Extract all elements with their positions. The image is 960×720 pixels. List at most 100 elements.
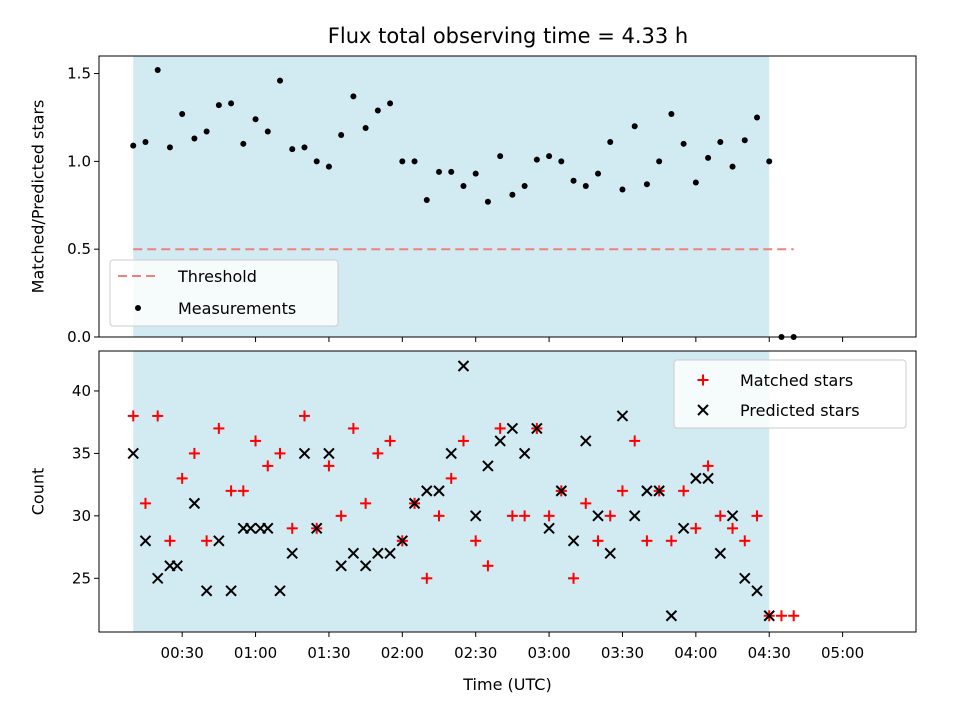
measurement-point [423,197,430,204]
measurement-point [264,128,271,135]
predicted-star-point [171,560,183,572]
matched-star-point [372,447,384,459]
measurement-point [705,154,712,161]
matched-star-point [592,535,604,547]
measurement-point [313,158,320,165]
matched-star-point [702,460,714,472]
chart-title: Flux total observing time = 4.33 h [328,24,688,48]
measurement-point [643,181,650,188]
predicted-star-point [531,422,543,435]
count-legend-box [673,359,907,429]
matched-star-point [201,535,213,547]
ratio-axes-frame [98,55,917,338]
predicted-star-point [445,447,457,460]
y-tick-label: 40 [72,382,91,400]
measurement-point [142,139,149,146]
measurement-point [154,67,161,74]
y-tick-label: 1.0 [67,152,91,170]
ratio-legend-box [109,259,339,327]
measurement-point [631,123,638,130]
predicted-star-point [372,547,384,560]
predicted-star-point [469,510,482,522]
x-tick-label: 02:30 [454,644,497,662]
measurement-point [729,163,736,170]
time-x-axis: 00:30 01:00 01:30 02:00 02:30 03:00 03:30 04:00… [161,632,864,662]
x-tick-label: 03:30 [601,644,644,662]
predicted-star-point [323,447,335,460]
predicted-star-point [421,485,433,497]
matched-star-point [164,535,176,547]
y-tick-label: 30 [72,507,91,525]
x-tick-label: 04:00 [674,644,717,662]
legend-matched-label: Matched stars [740,371,853,390]
measurement-point [619,186,626,193]
predicted-star-point [690,472,702,485]
predicted-star-point [347,547,360,560]
predicted-star-point [244,522,257,535]
matched-star-point [751,510,763,522]
measurement-point [191,135,198,142]
matched-star-point [323,460,335,472]
measurement-point [448,168,455,175]
matched-star-point [250,435,262,447]
legend-x-mark [697,404,709,416]
legend-predicted-label: Predicted stars [740,401,860,420]
matched-star-point [433,510,445,522]
legend-predicted-swatch [697,404,709,416]
measurement-point [497,153,504,160]
measurement-point [362,125,369,132]
measurement-point [166,144,173,151]
measurement-point [374,107,381,114]
x-tick-label: 04:30 [748,644,791,662]
matched-star-point [262,460,274,472]
measurement-point [399,158,406,165]
predicted-star-point [127,447,139,460]
predicted-star-point [298,447,311,460]
predicted-star-point [616,410,629,422]
legend-measurements-swatch [135,305,141,311]
matched-star-point [139,497,151,509]
count-axes-frame [98,350,917,633]
matched-star-point [519,510,531,522]
matched-star-point [506,510,518,522]
predicted-star-point [580,435,592,447]
matched-star-point [274,447,286,459]
predicted-star-point [518,447,531,460]
matched-star-point [641,535,653,547]
matched-star-point [616,485,628,497]
measurement-point [252,116,259,123]
predicted-star-point [457,360,470,372]
measurement-point [741,137,748,144]
predicted-star-point [482,460,494,472]
count-y-axis: 25 30 35 40 [72,382,99,587]
predicted-star-point [359,560,372,572]
measurement-point [179,110,186,117]
predicted-star-point [274,585,286,597]
predicted-star-point [286,547,298,560]
matched-star-point [176,472,188,484]
measurement-point [766,158,773,165]
measurement-point [533,156,540,163]
predicted-star-point [139,535,152,547]
predicted-star-point [543,522,555,535]
measurement-point [472,170,479,177]
measurement-point [570,177,577,184]
measurement-point [680,140,687,147]
y-tick-label: 35 [72,444,91,462]
count-y-axis-label: Count [29,468,48,516]
matched-star-point [739,535,751,547]
predicted-star-point [653,485,665,497]
matched-star-point [604,510,616,522]
matched-star-point [152,410,164,422]
measurement-point [387,100,394,107]
predicted-star-point [665,610,678,622]
predicted-star-point [726,510,739,522]
matched-star-point [360,497,372,509]
ratio-y-axis-label: Matched/Predicted stars [29,100,48,294]
matched-star-point [445,472,457,484]
predicted-star-point [262,522,274,535]
measurement-point [325,163,332,170]
measurement-point [754,114,761,121]
measurement-point [228,100,235,107]
